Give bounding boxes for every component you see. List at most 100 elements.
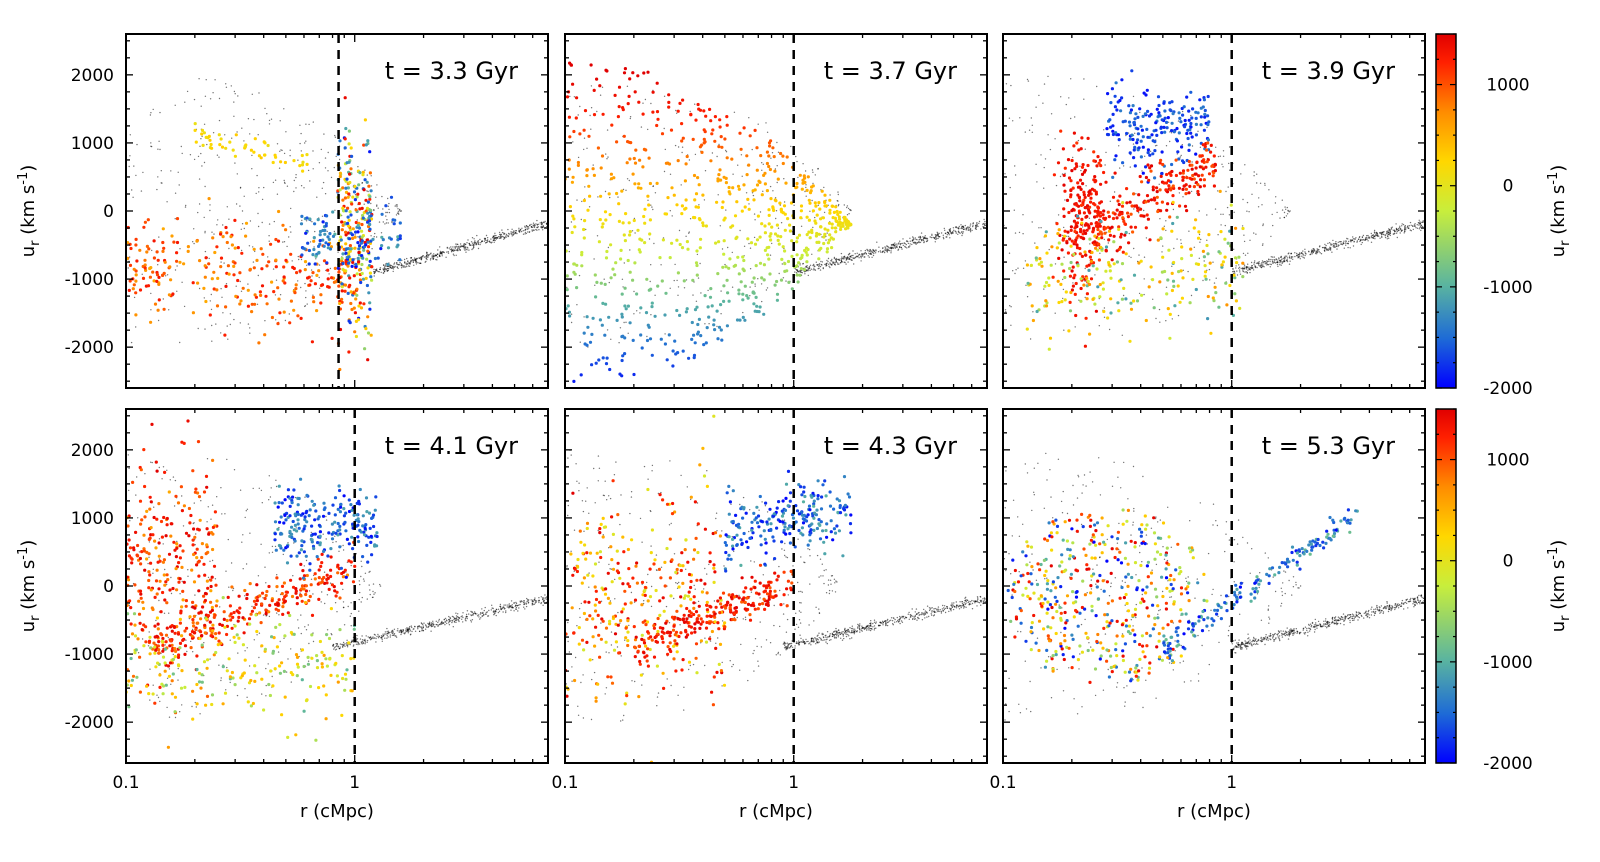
tracked-point bbox=[809, 189, 813, 193]
tracked-point bbox=[680, 212, 684, 216]
tracked-point bbox=[1189, 253, 1193, 257]
tracked-point bbox=[779, 207, 783, 211]
tracked-point bbox=[1201, 249, 1205, 253]
background-point bbox=[812, 182, 814, 185]
background-point bbox=[1261, 262, 1263, 264]
background-point bbox=[1419, 223, 1421, 225]
tracked-point bbox=[1111, 112, 1115, 116]
background-point bbox=[716, 155, 718, 158]
tracked-point bbox=[710, 132, 714, 136]
tracked-point bbox=[643, 207, 647, 211]
background-point bbox=[863, 253, 865, 255]
tracked-point bbox=[1059, 129, 1063, 133]
background-point bbox=[948, 234, 950, 236]
tracked-point bbox=[676, 109, 680, 113]
background-point bbox=[968, 226, 971, 229]
background-point bbox=[1388, 237, 1390, 239]
background-point bbox=[841, 256, 843, 258]
tracked-point bbox=[811, 184, 815, 188]
background-point bbox=[976, 224, 978, 226]
background-point bbox=[671, 215, 673, 217]
tracked-point bbox=[623, 352, 627, 356]
background-point bbox=[934, 241, 936, 243]
background-point bbox=[354, 194, 357, 196]
background-point bbox=[1284, 260, 1286, 263]
tracked-point bbox=[1108, 233, 1112, 237]
background-point bbox=[251, 154, 253, 157]
background-point bbox=[334, 209, 336, 211]
tracked-point bbox=[1096, 205, 1100, 209]
tracked-point bbox=[193, 128, 197, 132]
background-point bbox=[799, 271, 802, 273]
tracked-point bbox=[739, 147, 743, 151]
background-point bbox=[896, 246, 898, 249]
background-point bbox=[943, 227, 945, 230]
tracked-point bbox=[384, 204, 388, 208]
background-point bbox=[1292, 256, 1294, 258]
tracked-point bbox=[1128, 151, 1132, 155]
background-point bbox=[1391, 226, 1394, 228]
background-point bbox=[1328, 242, 1331, 244]
tracked-point bbox=[628, 270, 632, 274]
tracked-point bbox=[1072, 131, 1076, 135]
background-point bbox=[1276, 263, 1279, 266]
background-point bbox=[852, 257, 854, 259]
tracked-point bbox=[1029, 263, 1033, 267]
background-point bbox=[716, 325, 718, 328]
tracked-point bbox=[346, 221, 350, 225]
background-point bbox=[312, 294, 314, 296]
tracked-point bbox=[364, 276, 368, 280]
background-point bbox=[673, 279, 675, 282]
tracked-point bbox=[767, 208, 771, 212]
tracked-point bbox=[1233, 276, 1237, 280]
background-point bbox=[1249, 239, 1251, 241]
background-point bbox=[893, 246, 895, 248]
tracked-point bbox=[774, 199, 778, 203]
tracked-point bbox=[1073, 292, 1077, 296]
tracked-point bbox=[567, 115, 572, 119]
background-point bbox=[914, 242, 917, 244]
background-point bbox=[209, 204, 211, 206]
tracked-point bbox=[362, 248, 366, 252]
background-point bbox=[1303, 257, 1306, 259]
background-point bbox=[777, 151, 780, 153]
tracked-point bbox=[299, 316, 303, 320]
background-point bbox=[669, 173, 672, 175]
tracked-point bbox=[1044, 280, 1049, 285]
tracked-point bbox=[799, 257, 803, 261]
tracked-point bbox=[1142, 214, 1146, 218]
background-point bbox=[209, 300, 211, 302]
tracked-point bbox=[834, 219, 838, 223]
background-point bbox=[327, 170, 329, 172]
tracked-point bbox=[1143, 112, 1147, 116]
background-point bbox=[856, 256, 858, 258]
background-point bbox=[850, 209, 852, 212]
background-point bbox=[1318, 249, 1320, 251]
tracked-point bbox=[1173, 304, 1177, 308]
tracked-point bbox=[767, 245, 771, 249]
background-point bbox=[165, 275, 167, 277]
background-point bbox=[142, 171, 144, 174]
background-point bbox=[731, 251, 733, 254]
background-point bbox=[795, 272, 798, 274]
tracked-point bbox=[1063, 275, 1067, 280]
background-point bbox=[322, 181, 325, 184]
tracked-point bbox=[717, 240, 721, 244]
tracked-point bbox=[360, 229, 364, 233]
tracked-point bbox=[313, 282, 317, 286]
background-point bbox=[1392, 229, 1395, 231]
background-point bbox=[1138, 292, 1141, 295]
tracked-point bbox=[1071, 284, 1075, 288]
background-point bbox=[1372, 236, 1375, 238]
background-point bbox=[465, 243, 467, 246]
tracked-point bbox=[717, 145, 721, 149]
tracked-point bbox=[344, 230, 348, 234]
background-point bbox=[834, 264, 836, 266]
background-point bbox=[212, 92, 214, 94]
tracked-point bbox=[1110, 87, 1114, 91]
tracked-point bbox=[367, 291, 371, 295]
background-point bbox=[972, 222, 974, 225]
tracked-point bbox=[1087, 282, 1092, 287]
tracked-point bbox=[605, 356, 609, 360]
background-point bbox=[1012, 120, 1014, 122]
